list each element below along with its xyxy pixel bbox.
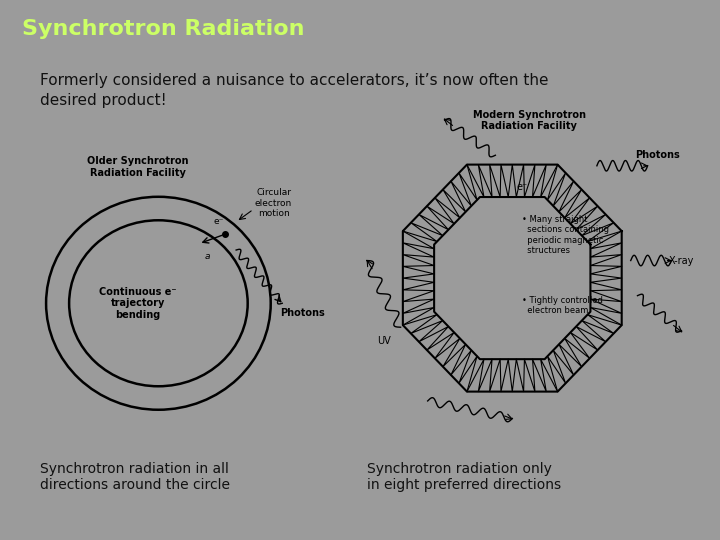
Text: Synchrotron Radiation: Synchrotron Radiation bbox=[22, 19, 304, 39]
Text: • Many straight
  sections containing
  periodic magnetic
  structures: • Many straight sections containing peri… bbox=[523, 215, 609, 255]
Text: Photons: Photons bbox=[636, 150, 680, 160]
Text: Continuous e⁻
trajectory
bending: Continuous e⁻ trajectory bending bbox=[99, 287, 177, 320]
Text: X-ray: X-ray bbox=[669, 255, 694, 266]
Text: Synchrotron radiation only
in eight preferred directions: Synchrotron radiation only in eight pref… bbox=[367, 462, 562, 492]
Text: • Tightly controlled
  electron beam: • Tightly controlled electron beam bbox=[523, 295, 603, 315]
Text: e⁻: e⁻ bbox=[214, 217, 224, 226]
Text: Formerly considered a nuisance to accelerators, it’s now often the
desired produ: Formerly considered a nuisance to accele… bbox=[40, 73, 548, 107]
Text: Older Synchrotron
Radiation Facility: Older Synchrotron Radiation Facility bbox=[88, 156, 189, 178]
Text: Photons: Photons bbox=[280, 308, 325, 318]
Text: e⁻: e⁻ bbox=[517, 182, 528, 192]
Text: Synchrotron radiation in all
directions around the circle: Synchrotron radiation in all directions … bbox=[40, 462, 230, 492]
Text: Modern Synchrotron
Radiation Facility: Modern Synchrotron Radiation Facility bbox=[473, 110, 585, 131]
Text: UV: UV bbox=[377, 336, 390, 346]
Text: Circular
electron
motion: Circular electron motion bbox=[255, 188, 292, 218]
Text: a: a bbox=[204, 252, 210, 261]
